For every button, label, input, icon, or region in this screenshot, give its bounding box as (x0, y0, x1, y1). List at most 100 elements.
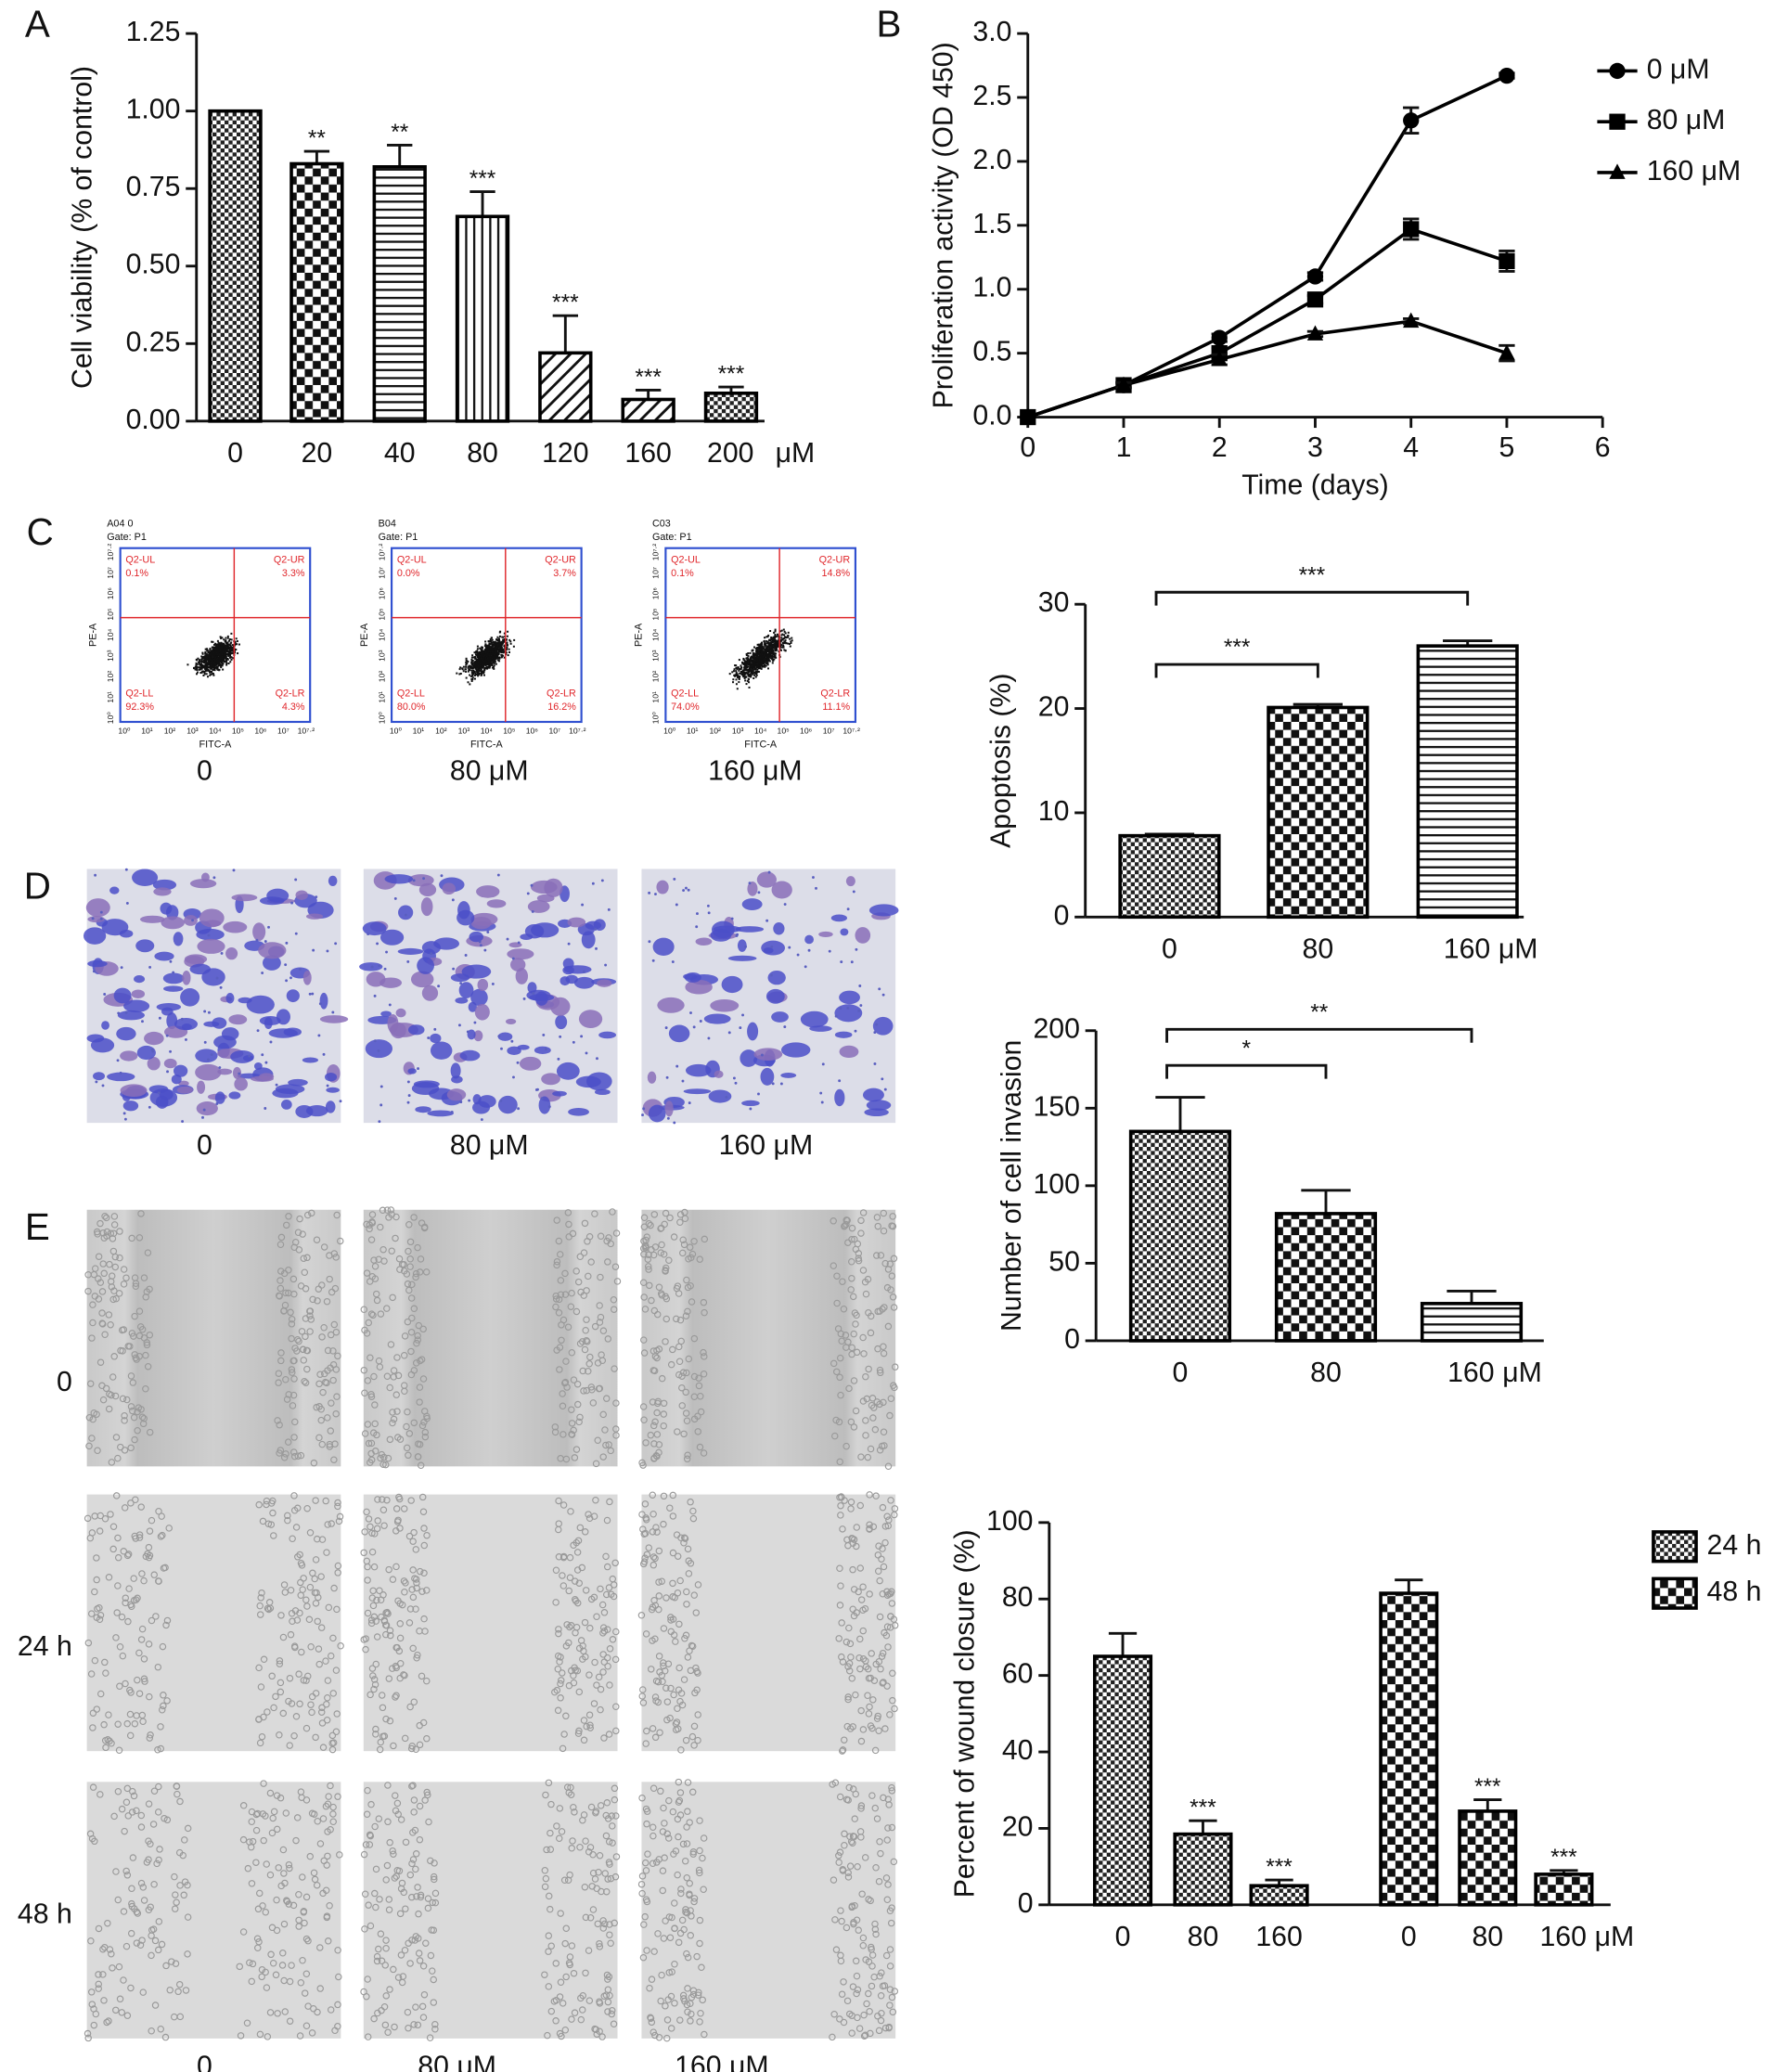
pore (480, 1118, 483, 1121)
cell (313, 1236, 321, 1243)
cell-blob (379, 929, 405, 946)
flow-dot (498, 631, 501, 634)
cell (569, 1229, 577, 1238)
cell (378, 1692, 386, 1699)
cell (91, 1656, 99, 1665)
cell (135, 1649, 143, 1657)
quadrant-name: Q2-LR (547, 689, 576, 700)
cell (121, 1412, 128, 1420)
flow-dot (236, 639, 238, 642)
cell (558, 1321, 565, 1329)
flow-dot (226, 637, 229, 639)
flow-dot (497, 638, 500, 641)
pore (473, 1021, 477, 1024)
flow-dot (477, 651, 480, 654)
flow-dot (219, 653, 222, 656)
y-tick-label: 0.50 (126, 250, 181, 280)
cell (837, 1391, 844, 1399)
flow-dot (768, 642, 771, 645)
flow-dot (204, 670, 207, 673)
cell (418, 1422, 427, 1430)
cell (296, 1700, 303, 1708)
pore (284, 963, 288, 967)
cell (334, 1499, 341, 1507)
flow-dot (489, 658, 492, 661)
cell (320, 1243, 328, 1251)
cell (361, 1430, 369, 1437)
flow-dot (781, 642, 784, 645)
category: 160 (1444, 933, 1490, 964)
cell (367, 1439, 376, 1448)
pore (367, 933, 370, 936)
cell (599, 1624, 608, 1631)
flow-dot (226, 652, 229, 655)
flow-dot (213, 643, 216, 646)
flow-dot (748, 669, 751, 672)
cell (84, 1287, 92, 1295)
flow-dot (209, 654, 212, 657)
cell (114, 1454, 122, 1462)
cell (255, 1664, 263, 1672)
flow-dot (509, 640, 512, 643)
cell (327, 1427, 335, 1435)
flow-dot (215, 651, 218, 654)
flow-dot (490, 652, 493, 655)
flow-y-tick: 10⁶ (106, 587, 115, 600)
flow-dot (203, 672, 206, 675)
flow-dot (474, 672, 477, 675)
pore (567, 942, 571, 946)
flow-dot (206, 648, 209, 650)
flow-x-label: FITC-A (744, 739, 778, 750)
flow-dot (782, 634, 785, 637)
flow-dot (480, 668, 482, 671)
flow-dot (751, 659, 753, 662)
flow-x-tick: 10⁰ (663, 726, 676, 735)
cell (329, 1690, 337, 1697)
cell (587, 1383, 596, 1391)
cell (690, 1237, 698, 1245)
flow-dot (464, 668, 467, 671)
flow-dot (223, 657, 225, 660)
cell (332, 1254, 340, 1261)
flow-dot (206, 650, 209, 652)
cell (871, 1425, 880, 1434)
flow-dot (489, 646, 492, 649)
cell (648, 1296, 655, 1305)
flow-dot (500, 647, 503, 650)
y-tick-label: 0 (1054, 900, 1070, 931)
pore (839, 1007, 842, 1010)
flow-dot (770, 637, 773, 641)
cell (406, 1263, 414, 1270)
cell (137, 1210, 145, 1217)
flow-dot (216, 667, 219, 670)
pore (326, 1084, 329, 1087)
flow-dot (733, 674, 736, 676)
flow-dot (207, 662, 210, 664)
cell (118, 1613, 126, 1621)
flow-y-tick: 10¹ (377, 691, 386, 703)
cell (667, 1360, 675, 1369)
flow-dot (226, 646, 229, 649)
cell (396, 1634, 405, 1642)
cell (403, 1422, 410, 1431)
cell (400, 1268, 408, 1275)
cell (288, 1700, 296, 1707)
cell (653, 1354, 661, 1362)
flow-dot (500, 645, 503, 648)
flow-dot (493, 660, 495, 663)
cell (860, 1350, 868, 1358)
flow-dot (211, 650, 213, 652)
cell-blob (305, 913, 324, 920)
flow-dot (467, 666, 469, 669)
cell (305, 1615, 314, 1624)
flow-dot (489, 638, 492, 641)
quadrant-name: Q2-LR (820, 689, 850, 700)
cell (414, 1453, 422, 1461)
pore (486, 931, 490, 933)
pore (547, 1105, 551, 1109)
cell (841, 1222, 848, 1230)
cell (845, 1384, 853, 1393)
cell (605, 1234, 612, 1242)
flow-dot (206, 669, 209, 672)
pore (440, 874, 444, 878)
